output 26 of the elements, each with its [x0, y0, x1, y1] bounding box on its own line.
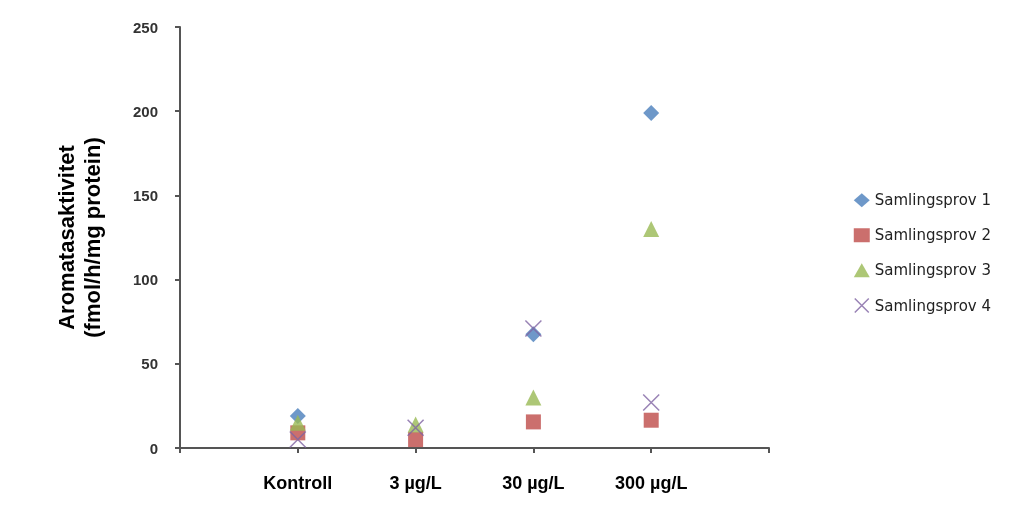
point — [525, 414, 541, 430]
point — [642, 393, 660, 412]
y-tick-label: 100 — [132, 271, 158, 289]
y-tick-label: 150 — [132, 186, 158, 204]
legend-label: Samlingsprov 3 — [874, 261, 992, 280]
point — [408, 432, 424, 448]
point — [525, 389, 542, 406]
point — [406, 419, 425, 437]
legend-label: Samlingsprov 2 — [874, 226, 992, 245]
point — [289, 430, 307, 449]
point — [289, 414, 306, 431]
point — [643, 412, 659, 428]
point — [524, 319, 543, 338]
point — [643, 104, 660, 121]
x-tick-label: Kontroll — [263, 473, 333, 493]
x-tick-label: 3 µg/L — [389, 473, 442, 493]
y-tick-label: 50 — [141, 355, 158, 373]
y-tick-label: 0 — [149, 439, 158, 457]
point — [643, 221, 660, 238]
legend-label: Samlingsprov 1 — [874, 191, 992, 210]
legend-label: Samlingsprov 4 — [874, 296, 992, 315]
x-tick-label: 30 µg/L — [502, 473, 565, 493]
y-axis-title: Aromatasaktivitet (fmol/h/mg protein) — [53, 137, 105, 338]
y-tick-label: 200 — [132, 102, 158, 120]
y-tick-label: 250 — [132, 18, 158, 36]
x-tick-label: 300 µg/L — [615, 473, 688, 493]
